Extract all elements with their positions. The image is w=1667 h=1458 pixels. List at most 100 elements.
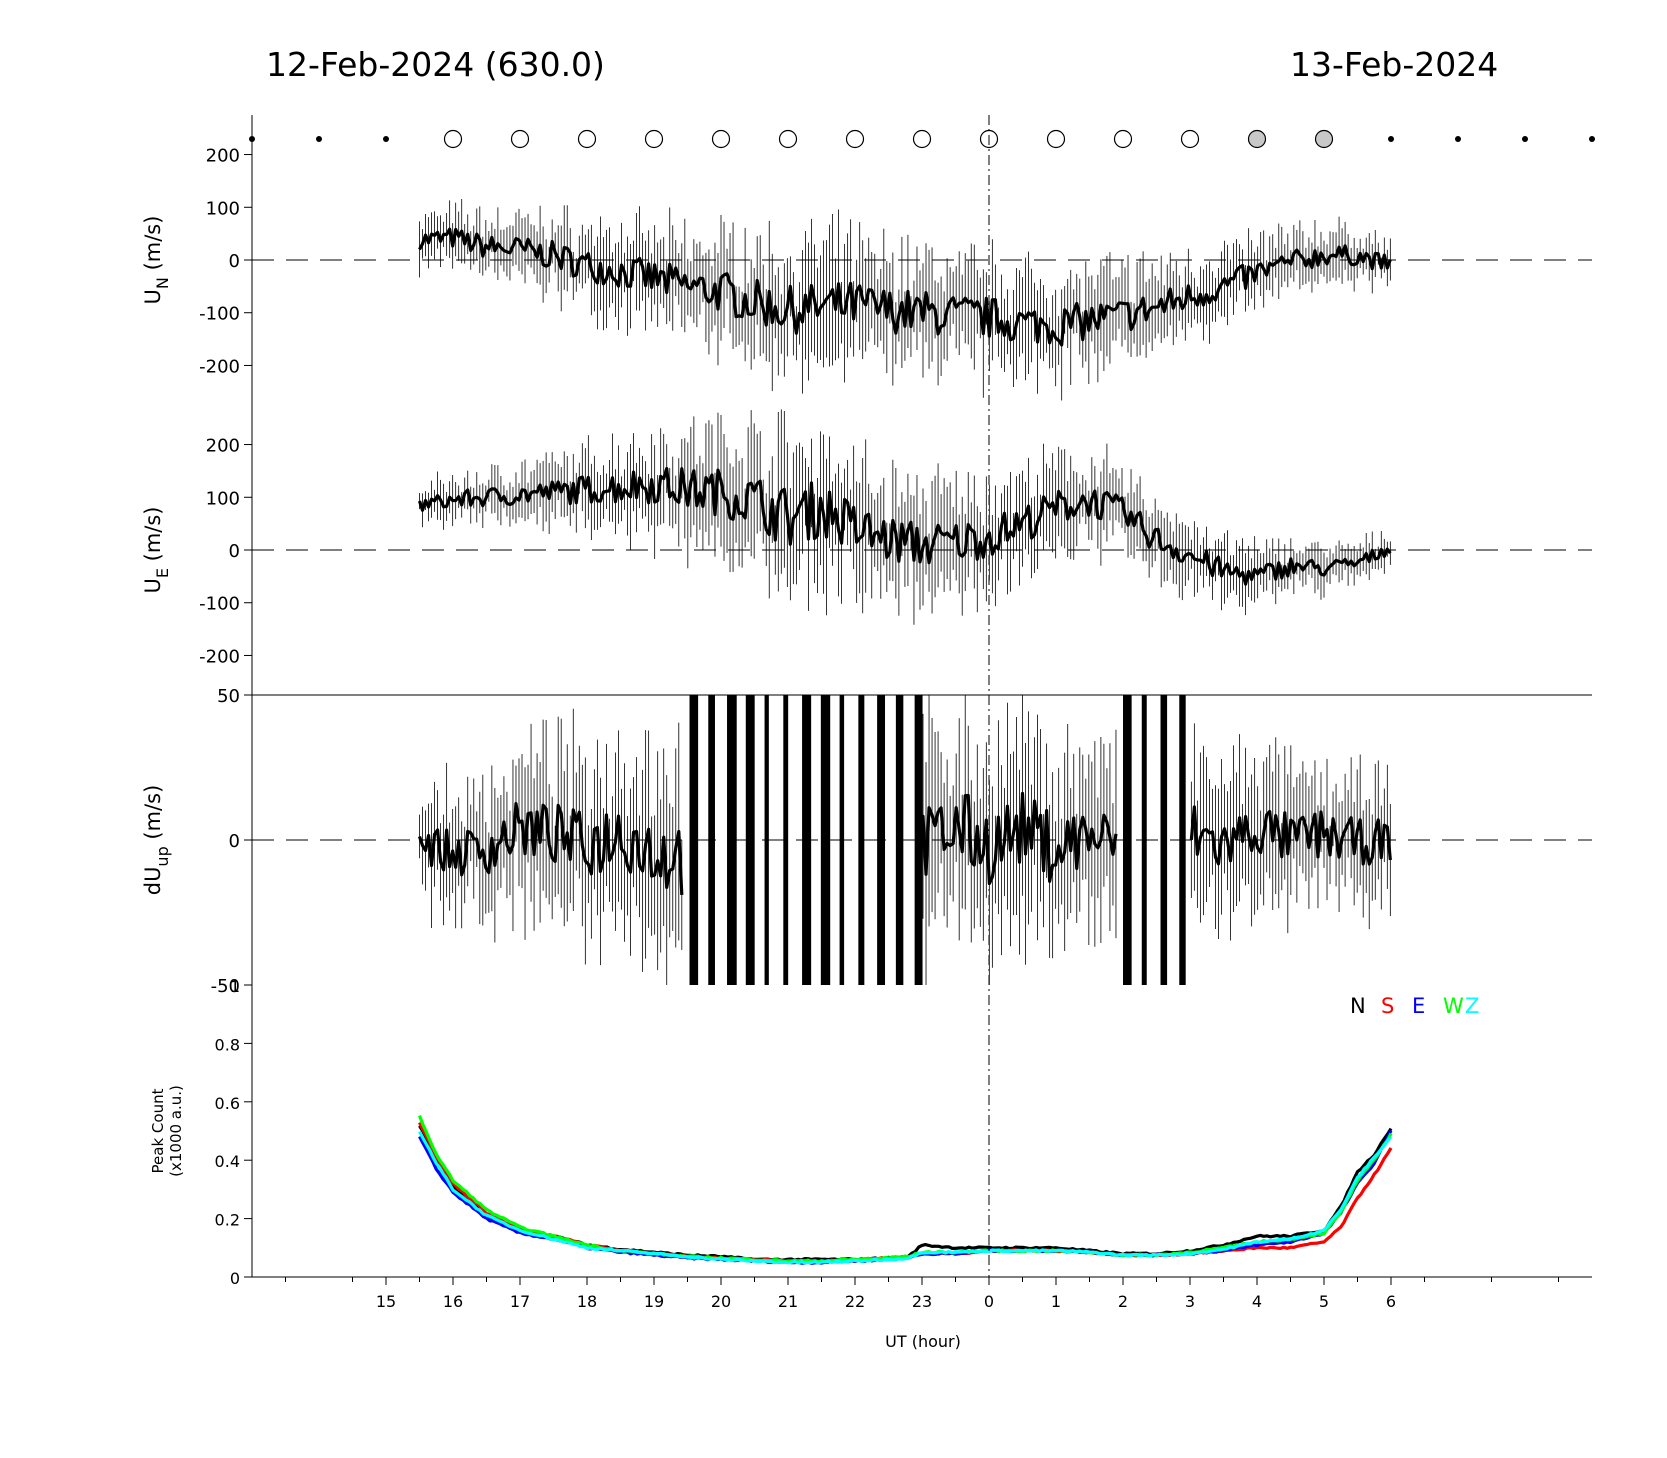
saturated-bar-dup (802, 695, 812, 985)
y-tick-label-ue: 0 (229, 541, 240, 562)
y-tick-label-pc: 1 (230, 977, 240, 996)
series-line-dup (1189, 805, 1392, 866)
ylabel-main-dup: dU (141, 867, 165, 896)
x-tick-label: 18 (577, 1292, 597, 1311)
y-tick-label-un: 0 (229, 251, 240, 272)
sky-marker-open (1113, 129, 1133, 149)
x-tick-label: 20 (711, 1292, 731, 1311)
legend-entry-S: S (1381, 994, 1394, 1018)
legend-entry-N: N (1350, 994, 1366, 1018)
y-tick-label-pc: 0.6 (215, 1094, 240, 1113)
saturated-bar-dup (689, 695, 699, 985)
ylabel-main-un: U (141, 289, 165, 304)
ylabel-unit-ue: (m/s) (141, 506, 165, 568)
x-axis-label: UT (hour) (885, 1332, 961, 1351)
y-axis-label-pc: Peak Count(x1000 a.u.) (149, 1085, 185, 1177)
x-tick-label: 22 (845, 1292, 865, 1311)
y-axis-label-un: UN (m/s) (141, 216, 172, 305)
sky-marker-dot (249, 136, 255, 142)
series-line-ue (417, 466, 1392, 586)
sky-marker-dot (1455, 136, 1461, 142)
y-tick-label-dup: -50 (211, 976, 240, 997)
saturated-bar-dup (1141, 695, 1147, 985)
saturated-bar-dup (1160, 695, 1168, 985)
saturated-bar-dup (745, 695, 755, 985)
sky-marker-dot (1522, 136, 1528, 142)
ylabel-unit-un: (m/s) (141, 216, 165, 278)
sky-marker-open (778, 129, 798, 149)
y-tick-label-pc: 0 (230, 1269, 240, 1288)
sky-marker-open (510, 129, 530, 149)
saturated-bar-dup (858, 695, 865, 985)
sky-marker-dot (316, 136, 322, 142)
sky-marker-open (443, 129, 463, 149)
sky-marker-gray (1247, 129, 1267, 149)
saturated-bar-dup (877, 695, 886, 985)
ylabel-unit-dup: (m/s) (141, 785, 165, 847)
y-tick-label-ue: 100 (206, 488, 240, 509)
ylabel-main-ue: U (141, 578, 165, 593)
sky-marker-open (1180, 129, 1200, 149)
panel-ue: 200 100 0 -100 -200 UE (m/s) (141, 405, 1592, 696)
y-tick-label-ue: -200 (199, 646, 240, 667)
y-tick-label-dup: 0 (229, 831, 240, 852)
x-tick-label: 5 (1319, 1292, 1329, 1311)
series-line-Z (418, 1130, 1393, 1265)
series-line-dup (417, 802, 684, 896)
x-tick-label: 16 (443, 1292, 463, 1311)
x-tick-label: 15 (376, 1292, 396, 1311)
legend-entry-Z: Z (1465, 994, 1479, 1018)
y-tick-label-un: -100 (199, 304, 240, 325)
y-tick-label-ue: -100 (199, 594, 240, 615)
saturated-bar-dup (783, 695, 789, 985)
sky-marker-dot (1388, 136, 1394, 142)
ylabel-sub-ue: E (153, 568, 172, 578)
x-tick-label: 17 (510, 1292, 530, 1311)
legend-entry-W: W (1443, 994, 1464, 1018)
legend-entry-E: E (1412, 994, 1425, 1018)
sky-marker-open (711, 129, 731, 149)
x-tick-label: 19 (644, 1292, 664, 1311)
saturated-bar-dup (764, 695, 769, 985)
ylabel-pc-line1: Peak Count (149, 1088, 167, 1173)
saturated-bar-dup (839, 695, 845, 985)
sky-marker-open (845, 129, 865, 149)
panel-un: 200 100 0 -100 -200 UN (m/s) (141, 115, 1595, 405)
right-title: 13-Feb-2024 (1290, 45, 1498, 84)
ylabel-sub-dup: up (153, 846, 172, 866)
left-title: 12-Feb-2024 (630.0) (266, 45, 605, 84)
x-tick-label: 4 (1252, 1292, 1262, 1311)
y-axis-label-ue: UE (m/s) (141, 506, 172, 593)
ylabel-pc-line2: (x1000 a.u.) (167, 1085, 185, 1177)
sky-marker-open (912, 129, 932, 149)
x-tick-label: 21 (778, 1292, 798, 1311)
sky-marker-open (644, 129, 664, 149)
y-tick-label-un: 100 (206, 198, 240, 219)
series-line-un (418, 227, 1392, 347)
saturated-bar-dup (1179, 695, 1186, 985)
sky-marker-gray (1314, 129, 1334, 149)
series-line-dup (918, 791, 1118, 886)
y-tick-label-ue: 200 (206, 436, 240, 457)
x-tick-label: 2 (1118, 1292, 1128, 1311)
x-tick-label: 3 (1185, 1292, 1195, 1311)
x-tick-label: 6 (1386, 1292, 1396, 1311)
ylabel-sub-un: N (153, 277, 172, 289)
sky-marker-open (577, 129, 597, 149)
x-tick-label: 0 (984, 1292, 994, 1311)
x-tick-label: 1 (1051, 1292, 1061, 1311)
y-tick-label-pc: 0.8 (215, 1035, 240, 1054)
y-tick-label-dup: 50 (217, 686, 240, 707)
saturated-bar-dup (914, 695, 923, 985)
x-tick-label: 23 (912, 1292, 932, 1311)
saturated-bar-dup (820, 695, 831, 985)
y-tick-label-un: 200 (206, 146, 240, 167)
saturated-bar-dup (708, 695, 715, 985)
y-tick-label-pc: 0.2 (215, 1211, 240, 1230)
sky-marker-open (1046, 129, 1066, 149)
sky-marker-dot (383, 136, 389, 142)
saturated-bar-dup (895, 695, 904, 985)
